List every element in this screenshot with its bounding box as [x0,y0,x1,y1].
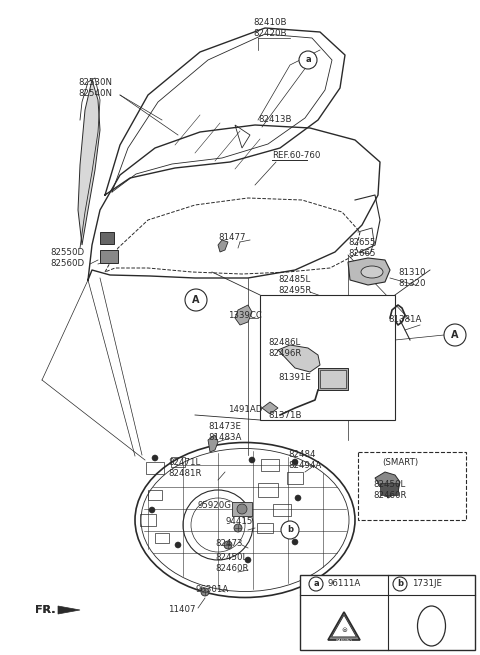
Polygon shape [328,612,360,640]
Circle shape [201,588,209,596]
Text: 1491AD: 1491AD [228,405,263,415]
Text: REF.60-760: REF.60-760 [272,151,320,160]
Text: ⊜: ⊜ [341,627,347,633]
Text: 82410B
82420B: 82410B 82420B [253,18,287,38]
Text: b: b [397,580,403,588]
Circle shape [299,51,317,69]
Circle shape [292,539,298,545]
Polygon shape [78,80,100,245]
Bar [171,457,185,467]
Text: 82450L
82460R: 82450L 82460R [373,480,407,500]
Polygon shape [348,258,390,285]
Text: 81477: 81477 [218,233,245,242]
Text: 81381A: 81381A [388,316,421,324]
Polygon shape [278,345,320,372]
Bar [358,452,466,520]
Text: a: a [305,56,311,64]
Bar [318,368,348,390]
Circle shape [245,557,251,563]
Text: b: b [287,525,293,534]
Polygon shape [375,472,400,498]
Text: 1339CC: 1339CC [228,310,262,320]
Text: 82655
82665: 82655 82665 [348,238,375,258]
Bar [320,370,346,388]
Ellipse shape [361,266,383,278]
Bar [258,483,278,497]
Text: 82485L
82495R: 82485L 82495R [278,275,312,295]
Text: 82484
82494A: 82484 82494A [288,450,321,470]
Text: 81473E
81483A: 81473E 81483A [208,422,241,442]
Polygon shape [235,305,252,325]
Circle shape [149,507,155,513]
Text: 82530N
82540N: 82530N 82540N [78,78,112,98]
Bar [148,490,162,500]
Bar [232,502,252,516]
Text: 96111A: 96111A [328,580,361,588]
Text: 81371B: 81371B [268,411,301,419]
Bar [155,533,169,543]
Text: 11407: 11407 [168,605,195,614]
Bar [257,523,273,533]
Text: 82486L
82496R: 82486L 82496R [268,338,301,358]
Text: 1731JE: 1731JE [412,580,442,588]
Polygon shape [262,402,278,414]
Text: 96301A: 96301A [195,586,228,595]
Text: FR.: FR. [35,605,56,615]
Circle shape [234,524,242,532]
Text: a: a [313,580,319,588]
Text: 82550D
82560D: 82550D 82560D [50,248,84,268]
Text: FR.: FR. [35,605,56,615]
Text: 94415: 94415 [225,517,252,527]
Text: 95920G: 95920G [198,500,232,510]
Circle shape [281,521,299,539]
Bar [140,514,156,526]
Text: 82473: 82473 [215,538,242,548]
Circle shape [444,324,466,346]
Polygon shape [332,615,357,637]
Circle shape [292,459,298,465]
Bar [100,232,114,244]
Bar [287,472,303,484]
Bar [261,459,279,471]
Circle shape [237,504,247,514]
Circle shape [152,455,158,461]
Text: (SMART): (SMART) [382,457,418,466]
Circle shape [309,577,323,591]
Circle shape [295,495,301,501]
Circle shape [185,289,207,311]
Polygon shape [218,240,228,252]
Text: 82471L
82481R: 82471L 82481R [168,458,202,478]
Polygon shape [208,435,218,452]
Text: 81310
81320: 81310 81320 [398,268,425,288]
Bar [260,295,395,420]
Bar [273,504,291,516]
Bar [380,483,398,495]
Circle shape [393,577,407,591]
Text: 82413B: 82413B [258,115,291,124]
Polygon shape [58,606,80,614]
Bar [146,462,164,474]
Circle shape [175,542,181,548]
Circle shape [224,541,232,549]
Bar [300,575,475,650]
Text: A: A [451,330,459,340]
Text: 81391E: 81391E [278,373,311,383]
Text: WARNING: WARNING [336,639,353,643]
Text: A: A [192,295,200,305]
Bar [100,250,118,263]
Text: 82450L
82460R: 82450L 82460R [215,553,249,573]
Circle shape [249,457,255,463]
